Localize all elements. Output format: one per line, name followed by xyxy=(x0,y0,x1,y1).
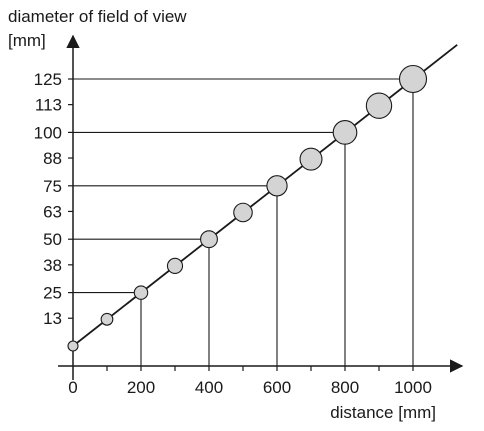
data-point xyxy=(100,312,114,326)
x-tick-label: 400 xyxy=(195,378,223,397)
data-point xyxy=(398,64,428,94)
y-axis-unit: [mm] xyxy=(8,31,46,50)
x-tick-label: 0 xyxy=(68,378,77,397)
data-point xyxy=(200,230,218,249)
y-tick-label: 100 xyxy=(34,123,62,142)
y-tick-label: 113 xyxy=(35,96,62,115)
axes xyxy=(58,34,464,380)
x-tick-label: 200 xyxy=(127,378,155,397)
x-ticks: 0 200 400 600 800 1000 xyxy=(68,366,432,397)
y-tick-label: 88 xyxy=(43,149,62,168)
x-axis-title: distance [mm] xyxy=(330,403,436,422)
y-tick-label: 63 xyxy=(43,202,62,221)
y-axis-title: diameter of field of view xyxy=(8,7,187,26)
y-tick-label: 13 xyxy=(43,309,62,328)
data-points xyxy=(67,64,428,352)
y-tick-label: 50 xyxy=(43,230,62,249)
data-point xyxy=(233,202,253,223)
data-point xyxy=(332,120,358,145)
y-tick-label: 75 xyxy=(43,177,62,196)
x-tick-label: 600 xyxy=(263,378,291,397)
data-point xyxy=(266,175,288,197)
data-point xyxy=(166,257,184,275)
data-point xyxy=(365,92,393,119)
trend-line xyxy=(72,44,458,347)
y-tick-label: 125 xyxy=(34,70,62,89)
x-tick-label: 800 xyxy=(331,378,359,397)
y-ticks: 13 25 38 50 63 75 88 100 113 125 xyxy=(34,70,73,328)
data-point xyxy=(67,340,79,352)
trend-line-group xyxy=(72,44,458,347)
y-tick-label: 38 xyxy=(43,256,62,275)
y-tick-label: 25 xyxy=(43,284,62,303)
data-point xyxy=(299,147,323,171)
data-point xyxy=(133,285,149,300)
x-tick-label: 1000 xyxy=(394,378,432,397)
reference-lines xyxy=(73,78,414,366)
